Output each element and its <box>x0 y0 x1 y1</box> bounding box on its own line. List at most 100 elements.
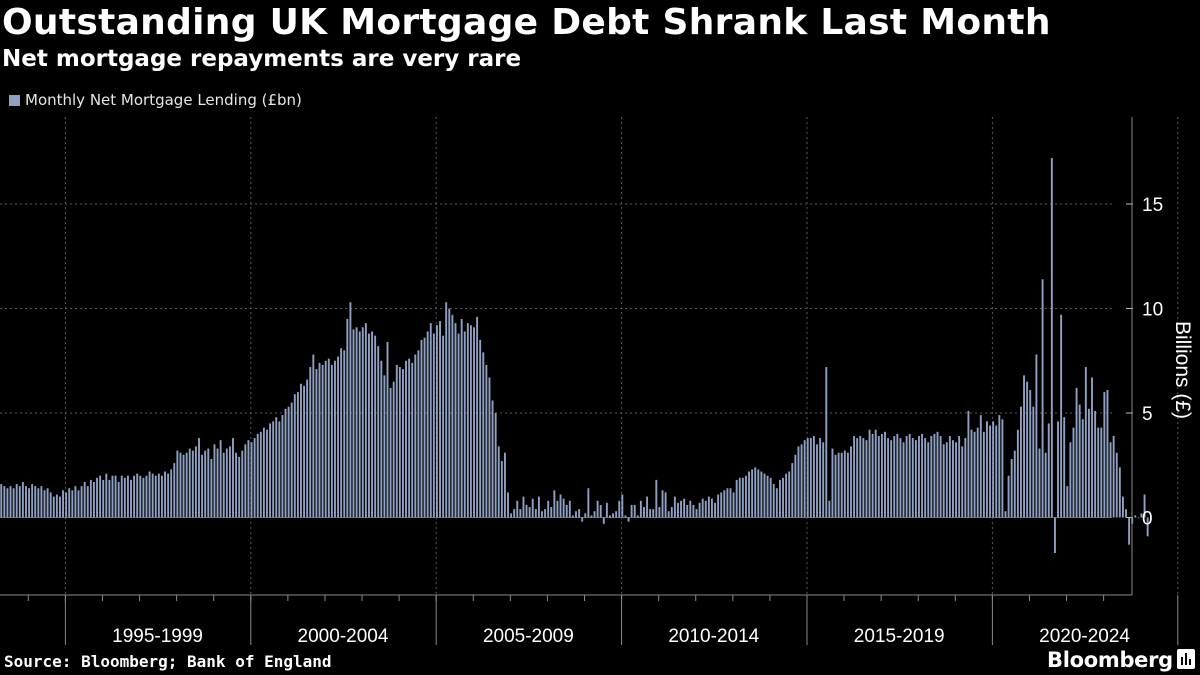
bar <box>219 440 222 518</box>
bar <box>1109 442 1112 518</box>
bar <box>1134 515 1137 518</box>
bar <box>37 488 40 518</box>
bar <box>114 475 117 518</box>
bar <box>130 479 132 518</box>
bar <box>1020 406 1022 518</box>
bar <box>52 496 55 518</box>
bar <box>840 452 843 518</box>
bar <box>86 486 89 518</box>
bar <box>398 367 401 518</box>
bar <box>507 492 509 518</box>
bar <box>513 509 516 518</box>
bar <box>859 435 862 518</box>
bar <box>389 387 392 518</box>
bar <box>383 375 386 518</box>
bar <box>1016 429 1019 518</box>
bar <box>374 335 377 518</box>
bar <box>534 509 537 518</box>
bar <box>432 333 435 518</box>
bar <box>343 350 346 518</box>
bar <box>43 490 46 518</box>
bar <box>760 471 763 518</box>
bar <box>905 435 908 518</box>
bar <box>408 358 411 518</box>
bar <box>256 433 259 518</box>
bar <box>312 354 315 518</box>
gridlines <box>0 117 1179 595</box>
bar <box>139 475 142 518</box>
bar <box>34 486 37 518</box>
bar <box>287 406 290 518</box>
bar <box>1050 158 1053 518</box>
bar <box>154 475 157 518</box>
bar <box>902 442 905 518</box>
bar <box>748 471 750 518</box>
bar <box>800 444 803 518</box>
bar <box>874 429 877 518</box>
bar <box>921 433 924 518</box>
bar <box>238 456 241 518</box>
bar <box>309 367 312 518</box>
bar <box>970 429 973 518</box>
bar <box>788 471 791 518</box>
bar <box>300 383 302 518</box>
bar <box>982 431 985 518</box>
bar <box>701 498 704 518</box>
bar <box>924 438 927 518</box>
bar <box>1146 517 1149 537</box>
bar <box>179 452 182 518</box>
bar <box>93 481 95 518</box>
bar <box>519 509 522 518</box>
bar <box>1140 513 1143 518</box>
bar <box>877 435 880 518</box>
bar <box>942 444 945 518</box>
bar <box>587 488 590 518</box>
bar <box>9 486 12 518</box>
bar <box>791 463 794 518</box>
bar <box>207 448 210 518</box>
bar <box>105 473 108 518</box>
bar <box>537 496 540 518</box>
bar <box>816 444 818 518</box>
bar <box>571 515 574 518</box>
bar <box>806 438 809 518</box>
bar <box>1125 509 1127 518</box>
bar <box>1112 435 1115 518</box>
bar <box>494 413 497 518</box>
bar <box>15 484 18 518</box>
bar <box>850 446 852 518</box>
bar <box>173 463 176 518</box>
x-tick-label: 2015-2019 <box>854 626 945 647</box>
bar <box>744 475 747 518</box>
bar <box>918 435 920 518</box>
bar <box>643 507 645 518</box>
bar <box>763 473 766 518</box>
bar <box>680 500 682 518</box>
bar <box>145 475 148 518</box>
y-tick-label: 10 <box>1142 300 1163 321</box>
bar <box>751 469 754 518</box>
bar <box>704 500 707 518</box>
bar <box>726 488 729 518</box>
bar <box>46 488 49 518</box>
bar <box>936 431 939 518</box>
bar <box>646 496 649 518</box>
bloomberg-terminal-icon <box>1177 649 1195 669</box>
bar <box>633 504 636 518</box>
bar <box>346 318 349 518</box>
bar <box>599 504 602 518</box>
bar <box>661 490 664 518</box>
bar <box>828 500 831 518</box>
bar <box>510 513 513 518</box>
bar <box>1044 452 1047 518</box>
bar <box>488 377 491 518</box>
bar <box>463 331 466 518</box>
bar <box>834 454 837 518</box>
x-tick-label: 2005-2009 <box>483 626 574 647</box>
bar <box>856 438 859 518</box>
bar <box>303 385 306 518</box>
bar <box>809 438 812 518</box>
bar <box>80 486 83 518</box>
bar <box>417 350 420 518</box>
